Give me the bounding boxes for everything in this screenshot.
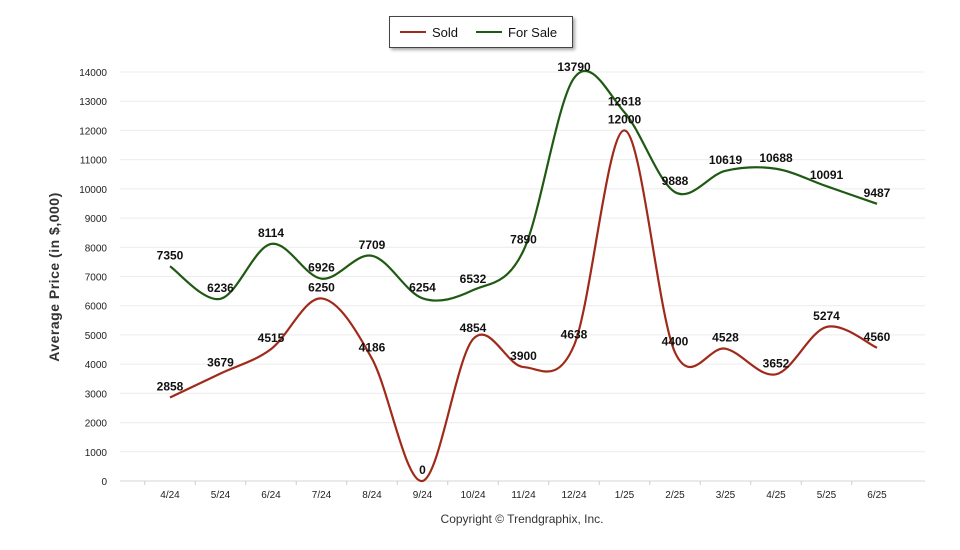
data-label-for-sale: 7890 [510,232,537,246]
legend-item-for-sale: For Sale [476,25,557,40]
data-label-sold: 4854 [460,321,487,335]
y-tick-label: 5000 [85,331,108,342]
series-line-for-sale [169,69,878,302]
data-label-sold: 2858 [157,380,184,394]
y-tick-label: 6000 [85,302,108,313]
data-label-for-sale: 6254 [409,280,436,294]
y-tick-label: 0 [101,477,107,488]
x-tick-label: 10/24 [460,490,485,501]
data-label-sold: 4560 [864,330,891,344]
data-label-sold: 6250 [308,280,335,294]
x-tick-label: 4/25 [766,490,786,501]
data-label-for-sale: 6236 [207,281,234,295]
series-line-sold [169,129,878,483]
data-label-for-sale: 6532 [460,272,487,286]
x-tick-label: 4/24 [160,490,180,501]
data-label-sold: 4400 [662,334,689,348]
y-tick-label: 10000 [79,185,107,196]
x-tick-label: 6/24 [261,490,281,501]
x-tick-label: 5/24 [211,490,231,501]
data-label-for-sale: 10619 [709,153,743,167]
y-tick-label: 7000 [85,273,108,284]
data-label-sold: 5274 [813,309,840,323]
data-label-sold: 3900 [510,349,537,363]
data-label-for-sale: 8114 [258,226,284,240]
data-label-for-sale: 7350 [157,248,184,262]
y-tick-label: 1000 [85,448,108,459]
data-label-for-sale: 10688 [759,151,793,165]
legend-item-sold: Sold [400,25,458,40]
data-label-for-sale: 10091 [810,168,844,182]
y-tick-label: 9000 [85,214,108,225]
x-tick-label: 1/25 [615,490,635,501]
data-label-sold: 3679 [207,356,234,370]
y-tick-label: 2000 [85,419,108,430]
x-tick-label: 3/25 [716,490,736,501]
data-label-for-sale: 12618 [608,94,642,108]
x-tick-label: 5/25 [817,490,837,501]
legend-label-sold: Sold [432,24,459,40]
x-tick-label: 8/24 [362,490,382,501]
data-label-sold: 3652 [763,356,790,370]
y-tick-label: 8000 [85,243,108,254]
data-label-sold: 12000 [608,112,642,126]
y-tick-label: 14000 [79,68,107,79]
y-axis-label: Average Price (in $,000) [46,192,62,362]
data-label-sold: 4186 [359,341,386,355]
copyright-text: Copyright © Trendgraphix, Inc. [440,512,604,526]
y-tick-label: 3000 [85,389,108,400]
x-tick-label: 7/24 [312,490,332,501]
legend-swatch-sold [400,31,426,33]
legend-swatch-for-sale [476,31,503,33]
data-label-for-sale: 13790 [557,60,591,74]
x-tick-label: 11/24 [511,490,536,501]
legend: Sold For Sale [389,16,573,48]
y-tick-label: 12000 [79,126,107,137]
data-label-for-sale: 9487 [864,186,891,200]
data-label-sold: 4528 [712,331,739,345]
x-tick-label: 2/25 [665,490,685,501]
x-tick-label: 9/24 [413,490,433,501]
data-label-sold: 0 [419,463,426,477]
data-label-sold: 4638 [561,328,588,342]
y-tick-label: 4000 [85,360,108,371]
y-tick-label: 13000 [79,97,107,108]
data-label-for-sale: 9888 [662,174,689,188]
x-tick-label: 6/25 [867,490,887,501]
legend-label-for-sale: For Sale [508,24,558,40]
y-tick-label: 11000 [80,156,108,167]
x-tick-label: 12/24 [561,490,586,501]
data-label-sold: 4515 [258,331,285,345]
data-label-for-sale: 7709 [359,238,386,252]
data-label-for-sale: 6926 [308,261,335,275]
